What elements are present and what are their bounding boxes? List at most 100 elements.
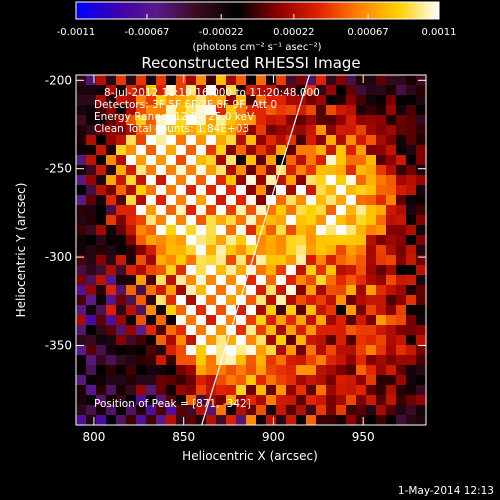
- heatmap-cell: [96, 215, 107, 226]
- heatmap-cell: [396, 275, 407, 286]
- heatmap-cell: [316, 145, 327, 156]
- heatmap-cell: [156, 255, 167, 266]
- heatmap-cell: [146, 125, 157, 136]
- heatmap-cell: [216, 385, 227, 396]
- heatmap-cell: [236, 315, 247, 326]
- heatmap-cell: [336, 155, 347, 166]
- heatmap-cell: [306, 215, 317, 226]
- heatmap-cell: [386, 195, 397, 206]
- heatmap-cell: [346, 355, 357, 366]
- heatmap-cell: [206, 385, 217, 396]
- heatmap-cell: [96, 315, 107, 326]
- heatmap-cell: [256, 155, 267, 166]
- heatmap-cell: [76, 95, 87, 106]
- heatmap-cell: [266, 355, 277, 366]
- heatmap-cell: [176, 305, 187, 316]
- heatmap-cell: [246, 345, 257, 356]
- heatmap-cell: [296, 265, 307, 276]
- heatmap-cell: [386, 125, 397, 136]
- heatmap-cell: [386, 115, 397, 126]
- heatmap-cell: [76, 185, 87, 196]
- heatmap-cell: [236, 295, 247, 306]
- heatmap-cell: [356, 275, 367, 286]
- heatmap-cell: [416, 225, 426, 236]
- heatmap-cell: [376, 265, 387, 276]
- heatmap-cell: [216, 305, 227, 316]
- heatmap-cell: [166, 85, 177, 96]
- heatmap-cell: [336, 185, 347, 196]
- heatmap-cell: [266, 415, 277, 425]
- heatmap-cell: [76, 405, 87, 416]
- heatmap-cell: [86, 405, 97, 416]
- heatmap-cell: [396, 225, 407, 236]
- heatmap-cell: [296, 285, 307, 296]
- heatmap-cell: [196, 225, 207, 236]
- heatmap-cell: [96, 85, 107, 96]
- heatmap-cell: [416, 105, 426, 116]
- heatmap-cell: [386, 165, 397, 176]
- heatmap-cell: [366, 255, 377, 266]
- heatmap-cell: [136, 355, 147, 366]
- heatmap-cell: [336, 395, 347, 406]
- heatmap-cell: [96, 255, 107, 266]
- heatmap-cell: [396, 325, 407, 336]
- heatmap-cell: [236, 225, 247, 236]
- heatmap-cell: [396, 205, 407, 216]
- colorbar-units: (photons cm⁻² s⁻¹ asec⁻²): [192, 42, 321, 53]
- heatmap-cell: [206, 125, 217, 136]
- heatmap-cell: [216, 135, 227, 146]
- heatmap-cell: [136, 75, 147, 86]
- heatmap-cell: [406, 325, 417, 336]
- heatmap-cell: [166, 95, 177, 106]
- heatmap-cell: [126, 75, 137, 86]
- heatmap-cell: [266, 125, 277, 136]
- heatmap-cell: [356, 285, 367, 296]
- heatmap-cell: [326, 335, 337, 346]
- heatmap-cell: [406, 305, 417, 316]
- heatmap-cell: [416, 345, 426, 356]
- heatmap-cell: [396, 115, 407, 126]
- heatmap-cell: [206, 195, 217, 206]
- heatmap-cell: [176, 285, 187, 296]
- heatmap-cell: [236, 405, 247, 416]
- heatmap-cell: [236, 195, 247, 206]
- heatmap-cell: [336, 345, 347, 356]
- heatmap-cell: [366, 375, 377, 386]
- heatmap-cell: [206, 305, 217, 316]
- heatmap-cell: [106, 405, 117, 416]
- heatmap-cell: [96, 95, 107, 106]
- heatmap-cell: [316, 375, 327, 386]
- heatmap-cell: [346, 345, 357, 356]
- heatmap-cell: [136, 385, 147, 396]
- heatmap-cell: [256, 135, 267, 146]
- heatmap-cell: [166, 335, 177, 346]
- heatmap-cell: [116, 385, 127, 396]
- heatmap-cell: [246, 215, 257, 226]
- heatmap-cell: [166, 325, 177, 336]
- heatmap-cell: [116, 95, 127, 106]
- heatmap-cell: [406, 265, 417, 276]
- heatmap-cell: [386, 305, 397, 316]
- heatmap-cell: [306, 75, 317, 86]
- heatmap-cell: [386, 365, 397, 376]
- heatmap-cell: [186, 365, 197, 376]
- heatmap-cell: [166, 185, 177, 196]
- heatmap-cell: [326, 365, 337, 376]
- heatmap-cell: [136, 415, 147, 425]
- heatmap-cell: [146, 95, 157, 106]
- heatmap-cell: [96, 355, 107, 366]
- heatmap-cell: [296, 275, 307, 286]
- heatmap-cell: [136, 375, 147, 386]
- heatmap-cell: [286, 305, 297, 316]
- heatmap-cell: [276, 175, 287, 186]
- heatmap-cell: [336, 145, 347, 156]
- heatmap-cell: [226, 385, 237, 396]
- heatmap-cell: [416, 385, 426, 396]
- heatmap-cell: [156, 175, 167, 186]
- heatmap-cell: [216, 245, 227, 256]
- heatmap-cell: [176, 255, 187, 266]
- solar-limb-line: [201, 75, 310, 425]
- heatmap-cell: [336, 295, 347, 306]
- heatmap-cell: [196, 125, 207, 136]
- heatmap-cell: [296, 145, 307, 156]
